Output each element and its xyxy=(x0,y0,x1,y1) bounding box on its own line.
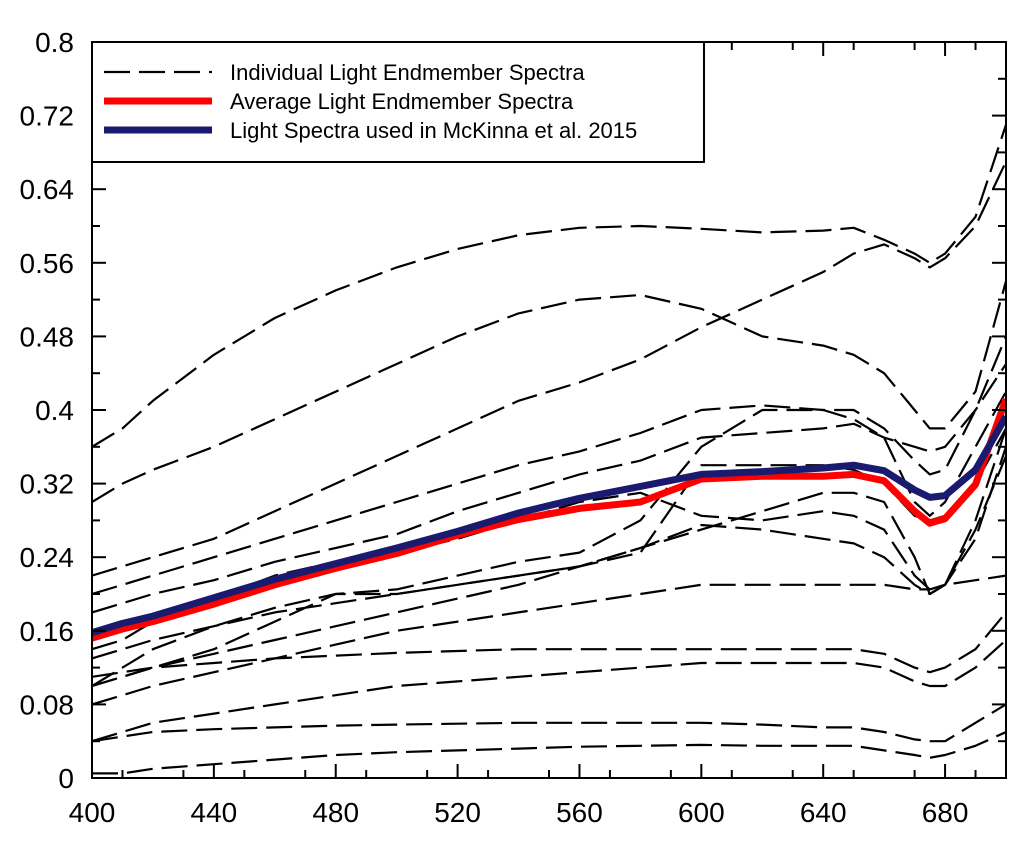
x-tick-label: 560 xyxy=(556,797,603,828)
x-tick-label: 480 xyxy=(312,797,359,828)
legend-items: Individual Light Endmember Spectra Averag… xyxy=(104,60,637,143)
x-tick-label: 440 xyxy=(191,797,238,828)
individual-spectrum-line xyxy=(92,427,1006,660)
y-tick-label: 0.24 xyxy=(20,542,75,573)
x-tick-label: 640 xyxy=(800,797,847,828)
y-tick-label: 0.8 xyxy=(35,27,74,58)
individual-spectrum-line xyxy=(92,574,1006,706)
y-tick-label: 0.08 xyxy=(20,689,75,720)
legend-label: Average Light Endmember Spectra xyxy=(230,89,574,114)
x-tick-label: 400 xyxy=(69,797,116,828)
individual-spectrum-line xyxy=(92,730,1006,775)
individual-spectrum-line xyxy=(92,124,1006,448)
individual-spectrum-line xyxy=(92,280,1006,503)
individual-spectrum-line xyxy=(92,703,1006,743)
y-tick-label: 0.72 xyxy=(20,101,75,132)
ticks-layer: 400 440 480 520 560 600 640 680 0 0.08 0.16 0.24 0.3… xyxy=(20,27,1006,828)
x-tick-label: 600 xyxy=(678,797,725,828)
legend: Individual Light Endmember Spectra Averag… xyxy=(91,41,705,163)
individual-spectrum-line xyxy=(92,161,1006,577)
y-tick-label: 0.56 xyxy=(20,248,75,279)
individual-spectrum-line xyxy=(92,363,1006,614)
individual-spectrum-line xyxy=(92,639,1006,743)
y-tick-label: 0.32 xyxy=(20,469,75,500)
x-tick-label: 680 xyxy=(922,797,969,828)
y-tick-label: 0.48 xyxy=(20,321,75,352)
mckinna-spectrum-line xyxy=(92,414,1006,636)
individual-spectrum-line xyxy=(92,611,1006,678)
x-tick-label: 520 xyxy=(434,797,481,828)
y-tick-label: 0.4 xyxy=(35,395,74,426)
legend-label: Light Spectra used in McKinna et al. 201… xyxy=(230,118,637,143)
y-tick-label: 0.64 xyxy=(20,174,75,205)
individual-spectrum-line xyxy=(92,428,1006,688)
individual-spectrum-line xyxy=(92,391,1006,687)
average-spectrum-line xyxy=(92,397,1006,642)
individual-spectrum-line xyxy=(92,335,1006,596)
y-tick-label: 0 xyxy=(58,763,74,794)
y-tick-label: 0.16 xyxy=(20,616,75,647)
legend-label: Individual Light Endmember Spectra xyxy=(230,60,585,85)
series-layer xyxy=(92,124,1006,775)
